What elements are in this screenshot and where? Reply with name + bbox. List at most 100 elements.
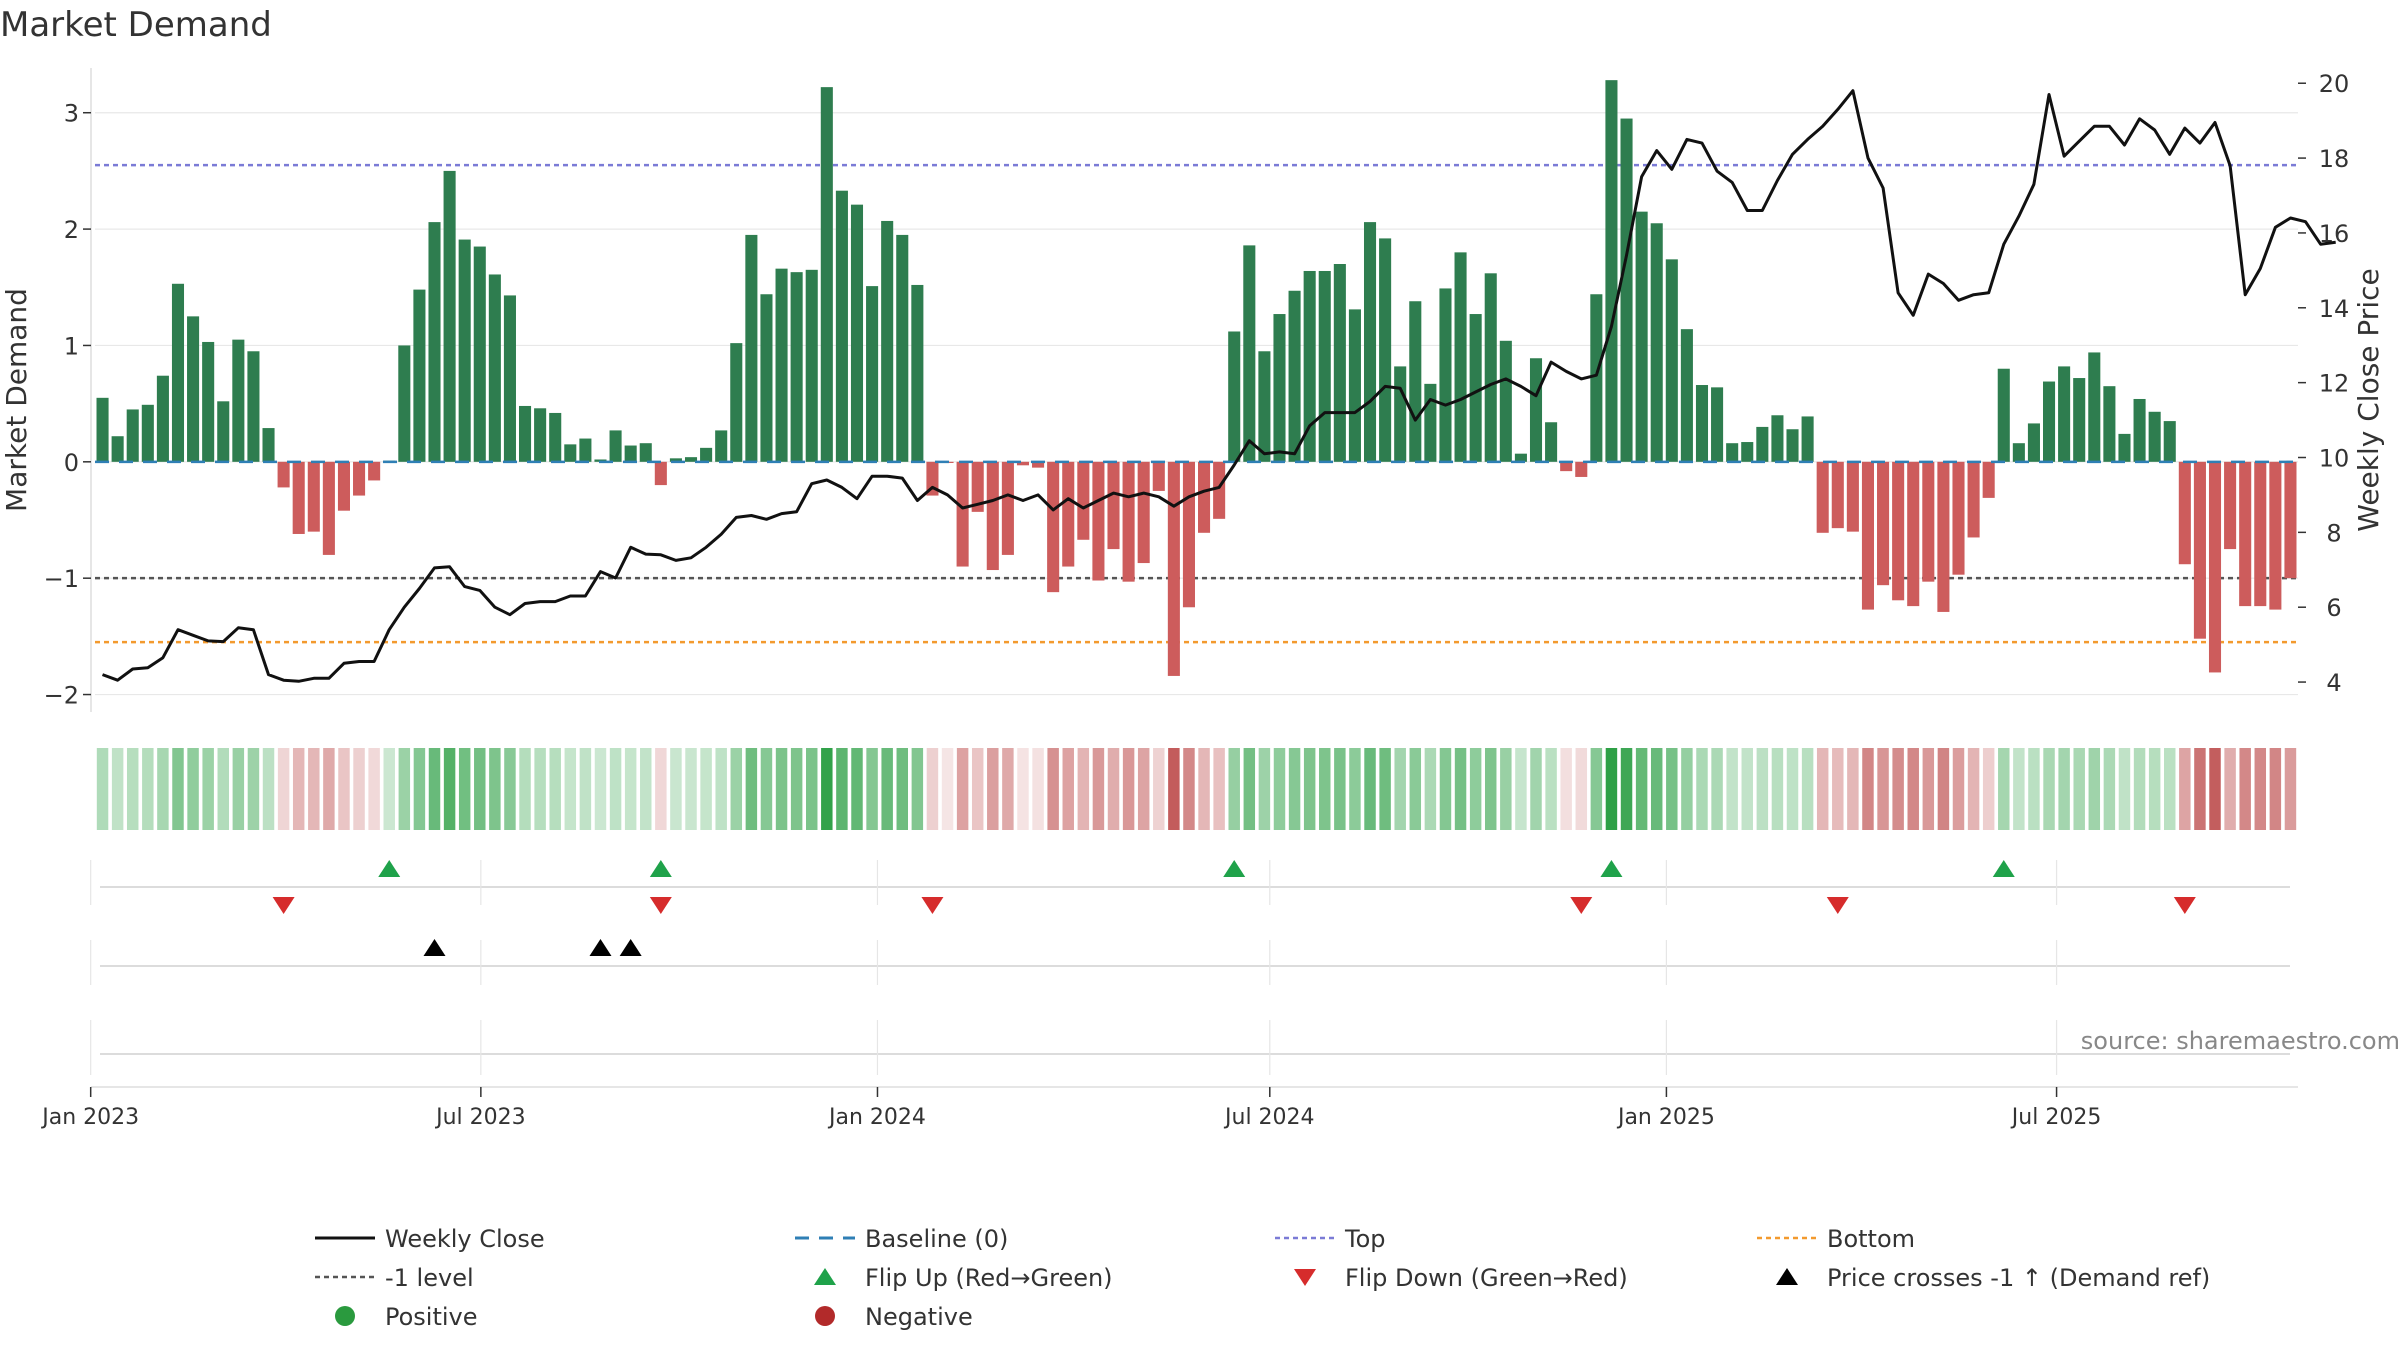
heat-cell [2103, 748, 2116, 830]
heat-cell [1228, 748, 1240, 830]
flip-down-marker [1826, 897, 1849, 915]
flip-down-marker [272, 897, 295, 915]
heat-cell [1545, 748, 1557, 830]
demand-bar [624, 445, 637, 462]
demand-bar [307, 461, 320, 532]
demand-bar [609, 430, 622, 462]
heat-cell [1771, 748, 1784, 830]
demand-bar [1545, 422, 1558, 462]
demand-bar [519, 405, 532, 462]
demand-bar [2133, 398, 2146, 462]
demand-bar [292, 461, 305, 534]
heat-cell [1409, 748, 1422, 830]
demand-bar [2284, 461, 2297, 579]
heat-cell [941, 748, 954, 830]
demand-bar [473, 246, 486, 462]
heat-cell [971, 748, 984, 830]
heat-cell [1424, 748, 1437, 830]
demand-bar [2118, 433, 2131, 462]
heat-cell [609, 748, 622, 830]
demand-bar [1348, 309, 1361, 462]
heat-cell [1907, 748, 1919, 830]
heat-cell [1379, 748, 1391, 830]
heat-cell [1485, 748, 1497, 830]
demand-bar [1741, 442, 1754, 462]
demand-bar [1907, 461, 1920, 607]
heat-cell [700, 748, 712, 830]
demand-bar [1016, 461, 1030, 466]
heat-cell [308, 748, 320, 830]
demand-bar [1001, 461, 1014, 555]
demand-bar [911, 284, 924, 462]
demand-bar [1152, 461, 1165, 491]
legend-item: Top [1275, 1225, 1386, 1253]
demand-bar [1273, 314, 1286, 462]
y2-tick-label: 18 [2319, 145, 2350, 173]
demand-bar [488, 274, 501, 462]
demand-bar [1620, 118, 1633, 462]
heat-cell [428, 748, 441, 830]
x-tick-label: Jul 2023 [434, 1105, 526, 1130]
legend-swatch [814, 1268, 836, 1285]
demand-bar [745, 234, 758, 462]
demand-bar [353, 461, 366, 496]
demand-bar [760, 294, 773, 462]
heat-cell [866, 748, 878, 830]
heat-cell [2269, 748, 2282, 830]
heat-cell [1364, 748, 1376, 830]
demand-bar [1831, 461, 1844, 529]
heat-cell [549, 748, 561, 830]
heat-cell [1892, 748, 1904, 830]
heat-cell [1122, 748, 1135, 830]
price-cross-marker [619, 938, 642, 956]
demand-bar [1258, 351, 1271, 462]
legend-swatch [815, 1306, 835, 1326]
y2-tick-label: 4 [2326, 669, 2341, 697]
legend-label: Weekly Close [385, 1225, 545, 1253]
demand-bar [232, 339, 245, 462]
demand-bar [398, 345, 411, 462]
heat-cell [1666, 748, 1678, 830]
demand-bar [368, 461, 381, 481]
heat-cell [1786, 748, 1799, 830]
heat-cell [277, 748, 290, 830]
heat-cell [579, 748, 592, 830]
heat-cell [187, 748, 199, 830]
demand-bar [202, 341, 215, 462]
heat-cell [2209, 748, 2221, 830]
heat-cell [519, 748, 531, 830]
heat-cell [1922, 748, 1935, 830]
demand-bar [1605, 80, 1618, 462]
demand-bar [715, 430, 728, 462]
demand-bar [322, 461, 335, 555]
legend-item: Positive [335, 1303, 478, 1331]
x-tick-label: Jan 2023 [40, 1105, 139, 1130]
heat-cell [2194, 748, 2206, 830]
heat-cell [2179, 748, 2191, 830]
demand-bar [1077, 461, 1090, 540]
price-cross-marker [423, 938, 446, 956]
demand-bar [413, 289, 426, 462]
heat-cell [1349, 748, 1361, 830]
demand-bar [217, 401, 230, 462]
heat-cell [2164, 748, 2176, 830]
demand-bar [262, 428, 275, 462]
y-tick-label: −2 [44, 682, 79, 710]
demand-bar [579, 438, 592, 462]
y2-axis-label: Weekly Close Price [2352, 268, 2385, 531]
heat-cell [1590, 748, 1603, 830]
heat-cell [2284, 748, 2297, 830]
demand-bar [1877, 461, 1890, 586]
heat-cell [806, 748, 818, 830]
demand-bar [866, 286, 879, 462]
heat-cell [1092, 748, 1105, 830]
heat-cell [2028, 748, 2040, 830]
legend-item: Flip Down (Green→Red) [1294, 1264, 1628, 1292]
demand-bar [1861, 461, 1874, 610]
legend-item: Bottom [1757, 1225, 1915, 1253]
demand-bar [1182, 461, 1195, 608]
demand-bar [1997, 368, 2010, 462]
demand-bar [443, 170, 456, 462]
heat-cell [1017, 748, 1029, 830]
heat-cell [353, 748, 365, 830]
